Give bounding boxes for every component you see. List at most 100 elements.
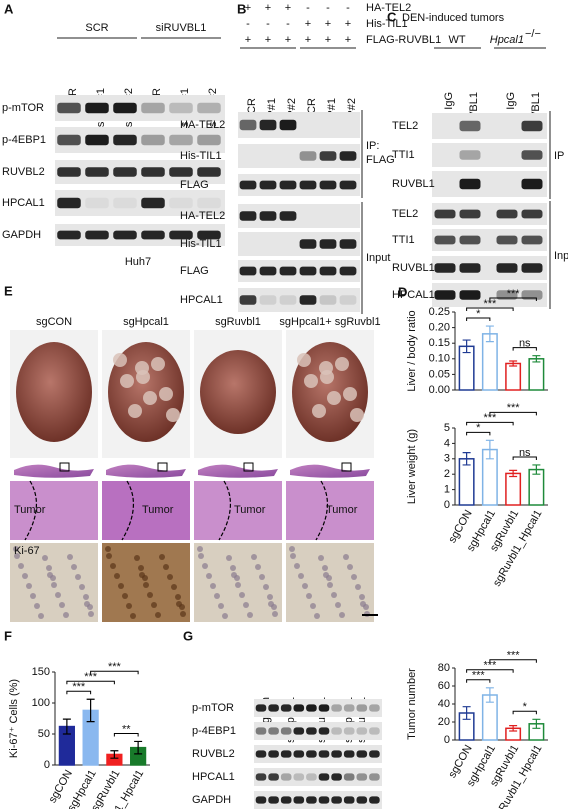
band [113, 102, 137, 114]
band [356, 750, 368, 758]
nucleus [42, 555, 48, 561]
sig-label: *** [507, 650, 521, 662]
sig-label: * [523, 701, 528, 713]
sign: + [245, 34, 251, 46]
y-tick-label: 0.15 [429, 337, 450, 349]
error-bar [532, 355, 541, 363]
nucleus [222, 613, 228, 619]
sign: - [246, 18, 250, 30]
nodule [120, 374, 134, 388]
ip-label: IP [554, 150, 564, 162]
y-tick-label: 0.10 [429, 353, 450, 365]
nucleus [34, 603, 40, 609]
blot [55, 160, 225, 184]
input-label: Input [554, 250, 568, 262]
nucleus [272, 611, 278, 617]
treatment-label: His-TIL1 [366, 18, 408, 30]
error-bar [110, 750, 119, 759]
band [319, 151, 337, 161]
nucleus [18, 563, 24, 569]
band [496, 263, 518, 273]
band [369, 704, 380, 712]
error-bar [462, 706, 471, 720]
y-tick-label: 60 [438, 680, 450, 692]
nucleus [122, 593, 128, 599]
zoom-box [157, 462, 168, 472]
nucleus [106, 553, 112, 559]
sign: - [266, 18, 270, 30]
sig-label: *** [472, 670, 486, 682]
nucleus [118, 583, 124, 589]
nucleus [88, 611, 94, 617]
liver [16, 342, 92, 442]
section-shape [106, 464, 186, 478]
y-tick-label: 50 [38, 728, 50, 740]
nucleus [134, 555, 140, 561]
nucleus [268, 601, 274, 607]
blot [55, 127, 225, 153]
error-bar [134, 740, 143, 755]
error-bar [509, 725, 518, 732]
treatment-label: HA-TEL2 [366, 2, 411, 14]
band [197, 230, 221, 240]
liver [108, 342, 184, 442]
band [318, 773, 330, 781]
band [521, 120, 543, 132]
column-label: sgRuvbl1 [215, 316, 261, 328]
nucleus [138, 565, 144, 571]
band [85, 197, 109, 209]
tumor-border [315, 480, 329, 541]
he-zoom [10, 481, 98, 540]
nucleus [71, 564, 77, 570]
error-bar [462, 452, 471, 466]
error-bar [485, 687, 494, 703]
nucleus [126, 603, 132, 609]
nucleus [255, 564, 261, 570]
band [169, 134, 193, 146]
nucleus [218, 603, 224, 609]
nucleus [251, 554, 257, 560]
blot [55, 95, 225, 121]
nucleus [239, 592, 245, 598]
sig-bracket [466, 679, 491, 683]
ip-label: IP: [366, 140, 379, 152]
sign: + [265, 34, 271, 46]
sig-bracket [512, 710, 537, 715]
band [293, 796, 305, 804]
error-bar [532, 718, 541, 729]
band [331, 796, 342, 804]
y-tick-label: 20 [438, 716, 450, 728]
tumor-label: Tumor [14, 504, 46, 516]
tumor-label: Tumor [326, 504, 358, 516]
nucleus [214, 593, 220, 599]
band [339, 266, 357, 276]
band [293, 727, 305, 735]
sign: - [286, 18, 290, 30]
sig-bracket [466, 307, 514, 312]
sig-bracket [489, 297, 537, 302]
band [434, 263, 456, 273]
y-axis-label: Tumor number [406, 668, 418, 740]
sig-bracket [512, 347, 537, 351]
panel-label: G [183, 628, 193, 643]
band [113, 167, 137, 177]
nucleus [226, 555, 232, 561]
band [280, 704, 292, 712]
band [279, 180, 297, 190]
sig-bracket [113, 732, 139, 737]
band [306, 773, 317, 781]
row-label: FLAG [180, 179, 209, 191]
band [319, 239, 337, 249]
band [141, 102, 165, 114]
nodule [304, 374, 318, 388]
sign: - [346, 2, 350, 14]
blot [238, 204, 360, 228]
blot [238, 112, 360, 138]
error-bar [62, 718, 71, 735]
he-zoom [286, 481, 374, 540]
blot [238, 174, 360, 196]
sig-label: *** [483, 412, 497, 424]
nucleus [105, 546, 111, 552]
